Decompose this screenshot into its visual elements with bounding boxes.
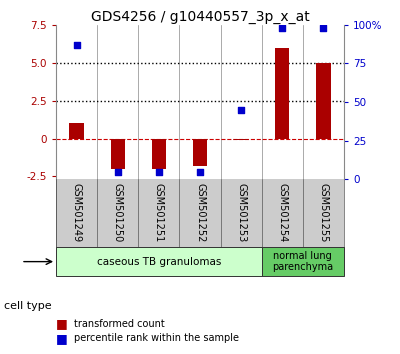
Text: GSM501250: GSM501250 <box>113 183 123 242</box>
Title: GDS4256 / g10440557_3p_x_at: GDS4256 / g10440557_3p_x_at <box>91 10 309 24</box>
Text: GSM501249: GSM501249 <box>72 183 82 242</box>
Text: transformed count: transformed count <box>74 319 165 329</box>
Bar <box>152 138 166 169</box>
Text: ■: ■ <box>56 332 68 344</box>
Bar <box>316 63 331 138</box>
Bar <box>110 138 125 169</box>
Text: GSM501252: GSM501252 <box>195 183 205 242</box>
Point <box>279 25 286 31</box>
Text: normal lung
parenchyma: normal lung parenchyma <box>272 251 334 273</box>
Bar <box>262 247 344 276</box>
Bar <box>275 47 290 138</box>
Text: cell type: cell type <box>4 301 52 311</box>
Point <box>156 169 162 175</box>
Point <box>114 169 121 175</box>
Text: caseous TB granulomas: caseous TB granulomas <box>97 257 221 267</box>
Text: GSM501251: GSM501251 <box>154 183 164 242</box>
Bar <box>69 123 84 138</box>
Bar <box>56 247 262 276</box>
Point <box>73 42 80 48</box>
Bar <box>193 138 207 166</box>
Bar <box>234 138 248 140</box>
Text: GSM501254: GSM501254 <box>277 183 287 242</box>
Text: GSM501253: GSM501253 <box>236 183 246 242</box>
Point <box>320 25 327 31</box>
Text: ■: ■ <box>56 318 68 330</box>
Text: GSM501255: GSM501255 <box>318 183 328 242</box>
Point <box>238 107 244 113</box>
Text: percentile rank within the sample: percentile rank within the sample <box>74 333 239 343</box>
Point <box>197 169 203 175</box>
